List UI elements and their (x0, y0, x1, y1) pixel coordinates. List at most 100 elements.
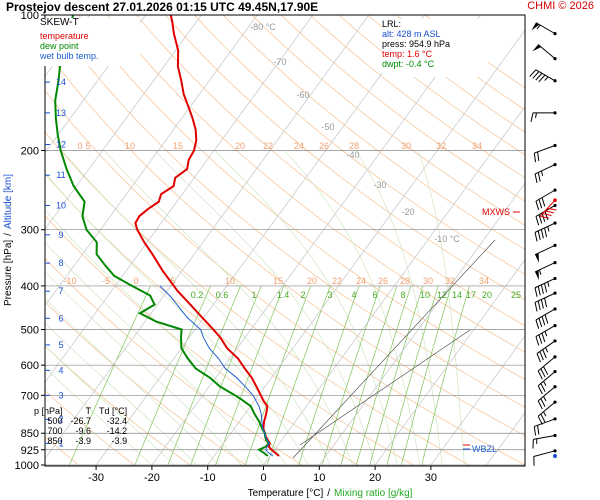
dry-adiabat-label: 24 (294, 141, 304, 151)
dry-adiabat (251, 15, 525, 226)
isotherm-label: -20 (401, 207, 414, 217)
credit-link[interactable]: CHMI © 2026 (527, 0, 594, 12)
wind-barb-half (539, 269, 542, 275)
wind-barb-staff (534, 262, 556, 273)
wind-barb-dot (553, 162, 557, 167)
legend-item-dew-point: dew point (40, 41, 79, 51)
mixing-ratio-label: 12 (437, 290, 447, 300)
table-cell: -3.9 (111, 436, 128, 446)
dry-adiabat (136, 15, 525, 327)
mixing-ratio-label: 1 (251, 290, 256, 300)
wind-barb-flag (533, 426, 537, 436)
wind-barb (533, 417, 557, 436)
wind-barb-flag (540, 398, 546, 408)
wind-barb-dot (553, 143, 557, 148)
wind-barb-half (544, 331, 548, 337)
table-cell: -3.9 (75, 436, 92, 446)
wind-barb-staff (534, 418, 556, 427)
isotherm-label: -30 (373, 180, 386, 190)
mixing-ratio-label: 0.2 (191, 290, 204, 300)
isotherm (262, 106, 525, 466)
wind-barb-half (543, 411, 547, 417)
wind-barb-flag (540, 368, 546, 378)
dry-adiabat (367, 15, 525, 133)
wind-barb-flag (538, 214, 543, 224)
dry-adiabat-label: 5 (170, 276, 175, 286)
legend: SKEW-T temperature dew point wet bulb te… (40, 18, 140, 66)
wind-barb-dot (553, 32, 557, 36)
wind-barb (534, 261, 557, 281)
wind-barb-pennant (532, 44, 542, 52)
x-tick-label: -20 (144, 472, 160, 484)
dry-adiabat (45, 436, 81, 466)
wind-barb-staff (533, 435, 556, 440)
dry-adiabat-label: 30 (423, 276, 433, 286)
wind-barb-flag (537, 172, 541, 182)
table-header: Td [°C] (99, 406, 128, 416)
dry-adiabat-label: 5 (85, 141, 90, 151)
wind-barb (532, 433, 557, 449)
wind-barb-flag (530, 112, 534, 122)
isotherm (373, 258, 525, 466)
moist-adiabat (45, 367, 153, 466)
wind-barb-flag (534, 302, 538, 312)
wind-barb-dot (553, 385, 557, 389)
wind-barb-flag (529, 69, 537, 77)
dry-adiabat-label: 34 (472, 141, 482, 151)
table-row: 500 -26.7 -32.4 (30, 416, 131, 426)
wind-barb-flag (537, 286, 541, 296)
dry-adiabat (396, 15, 525, 111)
wind-barb-dot (553, 57, 557, 61)
temperature-line (134, 15, 280, 457)
mixing-ratio-label: 4 (351, 290, 356, 300)
mixing-ratio-line (298, 285, 360, 466)
dry-adiabat-label: 0 (77, 141, 82, 151)
altitude-tick-label: 13 (56, 108, 66, 118)
wind-barb-dot (553, 261, 557, 265)
wind-barb-flag (535, 336, 540, 346)
x-tick-label: 0 (260, 472, 266, 484)
wind-barb-dot (553, 221, 557, 225)
dry-adiabat-label: 15 (273, 276, 283, 286)
dry-adiabat-label: 15 (173, 141, 183, 151)
wind-barb (533, 449, 557, 466)
isotherm-label: -70 (273, 57, 286, 67)
lrl-info: LRL: alt: 428 m ASL press: 954.9 hPa tem… (382, 19, 488, 77)
wind-barb-flag (536, 353, 541, 363)
table-cell: 500 (47, 416, 63, 426)
isotherm (45, 15, 370, 460)
isotherm (206, 29, 525, 466)
wind-barb-staff (535, 325, 556, 338)
legend-item-temperature: temperature (40, 31, 89, 41)
wind-barb-dot (553, 369, 557, 374)
wind-barb-flag (540, 299, 544, 309)
pressure-tick-label: 500 (21, 325, 39, 337)
mixing-ratio-line (214, 285, 285, 466)
isotherm (318, 182, 525, 466)
profile-series (54, 15, 280, 457)
isotherm (429, 335, 525, 466)
dry-adiabat-label: 34 (479, 276, 489, 286)
wind-barb-half (536, 24, 541, 30)
pressure-tick-label: 200 (21, 145, 39, 157)
wbzl-label: WBZL (472, 444, 497, 454)
table-row: 700 -9.6 -14.2 (30, 426, 131, 436)
mixing-ratio-line (244, 285, 312, 466)
altitude-tick-label: 5 (58, 340, 63, 350)
wind-barb-flag (540, 284, 544, 294)
wind-barb-flag (544, 283, 548, 293)
mixing-ratio-line (189, 285, 262, 466)
altitude-tick-label: 1 (58, 438, 63, 448)
wind-barb (535, 307, 557, 329)
altitude-tick-label: 7 (58, 286, 63, 296)
wind-barb-flag (538, 74, 546, 83)
chart-title: Prostejov descent 27.01.2026 01:15 UTC 4… (6, 0, 319, 14)
x-axis-title-temperature: Temperature [°C] (248, 488, 324, 499)
mixing-ratio-label: 2 (300, 290, 305, 300)
mixing-ratio-line (134, 285, 211, 466)
dry-adiabat-label: 24 (356, 276, 366, 286)
wind-barb-staff (537, 386, 556, 402)
pressure-tick-label: 100 (21, 10, 39, 22)
dry-adiabat (45, 390, 137, 466)
